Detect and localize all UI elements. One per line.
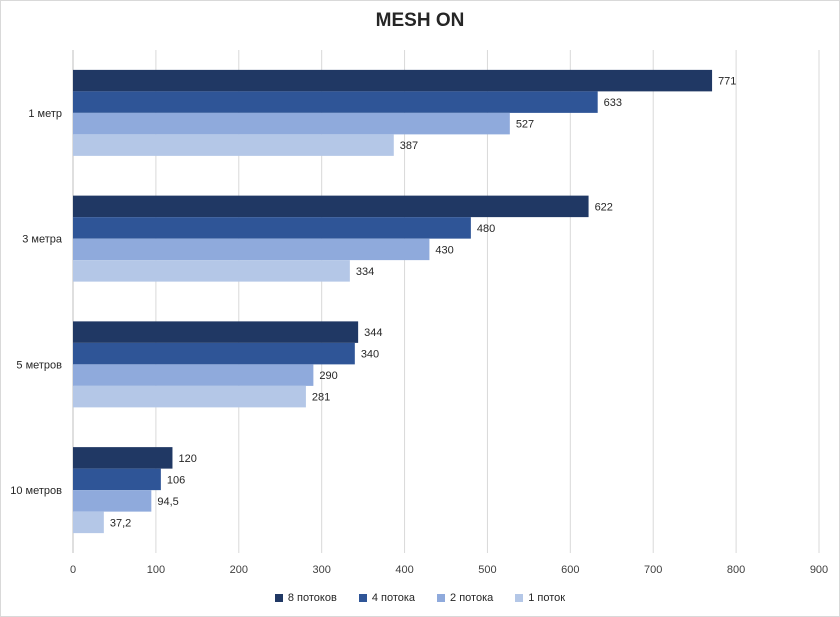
x-tick-label-900: 900 xyxy=(810,564,828,576)
bar-2-0 xyxy=(73,321,359,343)
legend-label-1-thread: 1 поток xyxy=(528,592,566,604)
data-label-3-1: 106 xyxy=(167,474,185,486)
bar-1-2 xyxy=(73,238,430,261)
legend-item-4-threads: 4 потока xyxy=(358,592,416,604)
data-label-2-3: 281 xyxy=(312,392,330,404)
data-label-0-3: 387 xyxy=(400,140,418,152)
bar-1-0 xyxy=(73,195,589,218)
data-label-0-2: 527 xyxy=(516,119,534,131)
data-label-2-2: 290 xyxy=(319,370,337,382)
data-label-2-0: 344 xyxy=(364,327,382,339)
data-label-1-0: 622 xyxy=(595,201,613,213)
bar-1-1 xyxy=(73,217,471,239)
category-label-0: 1 метр xyxy=(28,108,62,120)
legend-item-2-threads: 2 потока xyxy=(437,592,493,604)
legend-swatch-8-threads xyxy=(274,594,283,602)
legend-label-4-threads: 4 потока xyxy=(371,592,416,604)
data-label-3-2: 94,5 xyxy=(157,496,178,508)
legend-label-2-threads: 2 потока xyxy=(450,592,494,604)
data-label-0-1: 633 xyxy=(604,97,622,109)
bar-0-1 xyxy=(73,91,598,113)
x-tick-label-800: 800 xyxy=(727,564,745,576)
category-label-2: 5 метров xyxy=(16,359,62,371)
legend-item-8-threads: 8 потоков xyxy=(274,592,337,604)
bar-3-1 xyxy=(73,468,161,491)
x-tick-label-500: 500 xyxy=(478,564,496,576)
chart-legend: 8 потоков 4 потока 2 потока 1 поток xyxy=(0,592,840,604)
data-label-3-3: 37,2 xyxy=(110,517,131,529)
x-tick-label-600: 600 xyxy=(561,564,579,576)
chart-title: MESH ON xyxy=(375,10,465,31)
bar-2-3 xyxy=(73,385,306,408)
bar-0-3 xyxy=(73,134,394,156)
x-tick-label-700: 700 xyxy=(644,564,662,576)
category-label-1: 3 метра xyxy=(22,234,63,246)
x-tick-label-100: 100 xyxy=(147,564,165,576)
x-tick-label-400: 400 xyxy=(395,564,413,576)
x-tick-label-0: 0 xyxy=(70,564,76,576)
legend-swatch-4-threads xyxy=(358,594,367,602)
legend-swatch-2-threads xyxy=(437,594,446,602)
bar-0-2 xyxy=(73,112,510,135)
bar-3-3 xyxy=(73,511,104,534)
bar-2-2 xyxy=(73,364,314,386)
legend-item-1-thread: 1 поток xyxy=(515,592,565,604)
data-label-1-3: 334 xyxy=(356,266,374,278)
data-label-1-1: 480 xyxy=(477,223,495,235)
data-label-2-1: 340 xyxy=(361,349,379,361)
legend-swatch-1-thread xyxy=(515,594,524,602)
bar-2-1 xyxy=(73,342,355,365)
data-label-1-2: 430 xyxy=(435,244,453,256)
bar-3-0 xyxy=(73,447,173,469)
category-label-3: 10 метров xyxy=(10,485,62,497)
x-tick-label-200: 200 xyxy=(230,564,248,576)
bar-0-0 xyxy=(73,69,713,92)
data-label-0-0: 771 xyxy=(718,76,736,88)
x-tick-label-300: 300 xyxy=(312,564,330,576)
bar-3-2 xyxy=(73,490,152,512)
legend-label-8-threads: 8 потоков xyxy=(287,592,337,604)
bar-1-3 xyxy=(73,260,350,282)
data-label-3-0: 120 xyxy=(178,453,196,465)
